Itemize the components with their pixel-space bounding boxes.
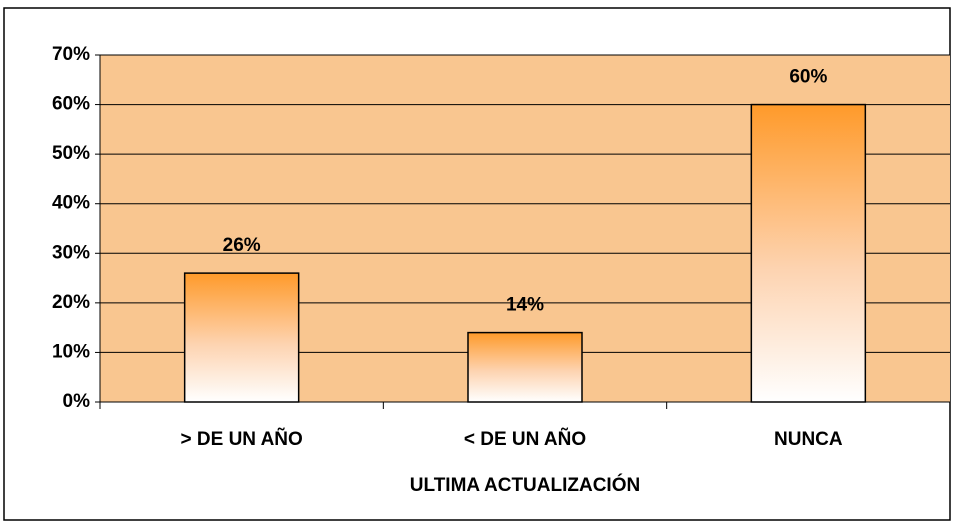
x-axis-label: ULTIMA ACTUALIZACIÓN — [410, 474, 640, 496]
y-tick-label: 70% — [52, 44, 90, 65]
y-tick-label: 0% — [63, 391, 91, 412]
y-tick-label: 30% — [52, 242, 90, 263]
bar — [750, 103, 867, 403]
y-tick-label: 40% — [52, 193, 90, 214]
x-tick-label: < DE UN AÑO — [464, 428, 586, 450]
data-label: 14% — [506, 295, 544, 316]
data-label: 60% — [789, 67, 827, 88]
y-tick-label: 10% — [52, 341, 90, 362]
x-tick-label: NUNCA — [774, 429, 843, 450]
bar — [183, 272, 300, 403]
data-label: 26% — [223, 235, 261, 256]
y-tick-label: 60% — [52, 94, 90, 115]
bar — [467, 331, 583, 403]
y-tick-label: 50% — [52, 143, 90, 164]
y-tick-label: 20% — [52, 292, 90, 313]
x-tick-label: > DE UN AÑO — [181, 428, 303, 450]
